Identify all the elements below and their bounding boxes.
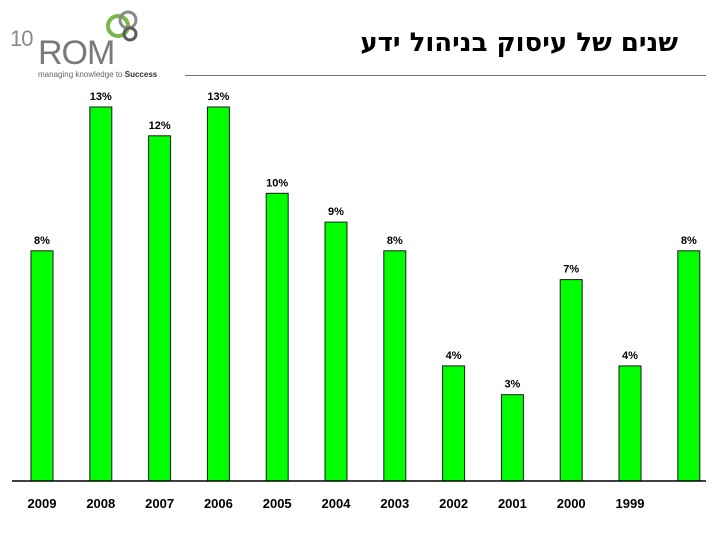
- x-tick-label: 2006: [204, 496, 233, 511]
- logo-number: 10: [10, 26, 34, 51]
- data-label: 12%: [149, 120, 171, 132]
- x-tick-label: 2003: [380, 496, 409, 511]
- bar-1999: [618, 365, 642, 482]
- x-tick-label: 2008: [86, 496, 115, 511]
- logo-name: ROM: [38, 34, 115, 72]
- bar-2004: [324, 221, 348, 482]
- bar-2006: [206, 106, 230, 482]
- x-tick-label: 2004: [322, 496, 352, 511]
- bar-2008: [89, 106, 113, 482]
- x-tick-label: 2001: [498, 496, 527, 511]
- logo-tagline: managing knowledge to Success: [38, 70, 157, 79]
- bar-2001: [500, 394, 524, 482]
- bar-2003: [383, 250, 407, 482]
- bar-2009: [30, 250, 54, 482]
- bar-unlabeled: [677, 250, 701, 482]
- data-label: 4%: [446, 350, 462, 362]
- data-label: 10%: [266, 177, 288, 189]
- x-tick-label: 2002: [439, 496, 468, 511]
- x-tick-label: 2000: [557, 496, 586, 511]
- bar-2007: [148, 135, 172, 482]
- data-label: 3%: [504, 379, 520, 391]
- data-label: 8%: [387, 235, 403, 247]
- x-tick-label: 2007: [145, 496, 174, 511]
- data-label: 13%: [207, 91, 229, 103]
- data-label: 8%: [34, 235, 50, 247]
- data-label: 7%: [563, 264, 579, 276]
- page-title: שנים של עיסוק בניהול ידע: [360, 28, 678, 58]
- bar-2005: [265, 192, 289, 482]
- data-label: 13%: [90, 91, 112, 103]
- x-tick-label: 2009: [28, 496, 57, 511]
- x-tick-label: 2005: [263, 496, 292, 511]
- logo-tagline-bold: Success: [124, 70, 158, 79]
- x-tick-label: 1999: [616, 496, 645, 511]
- logo-tagline-prefix: managing knowledge to: [38, 70, 123, 79]
- data-label: 8%: [681, 235, 697, 247]
- bar-2000: [559, 279, 583, 482]
- company-logo: 10 ROM managing knowledge to Success: [8, 6, 183, 79]
- title-divider: [185, 75, 706, 76]
- data-label: 4%: [622, 350, 638, 362]
- logo-rings-icon: [106, 10, 138, 42]
- bar-2002: [442, 365, 466, 482]
- data-label: 9%: [328, 206, 344, 218]
